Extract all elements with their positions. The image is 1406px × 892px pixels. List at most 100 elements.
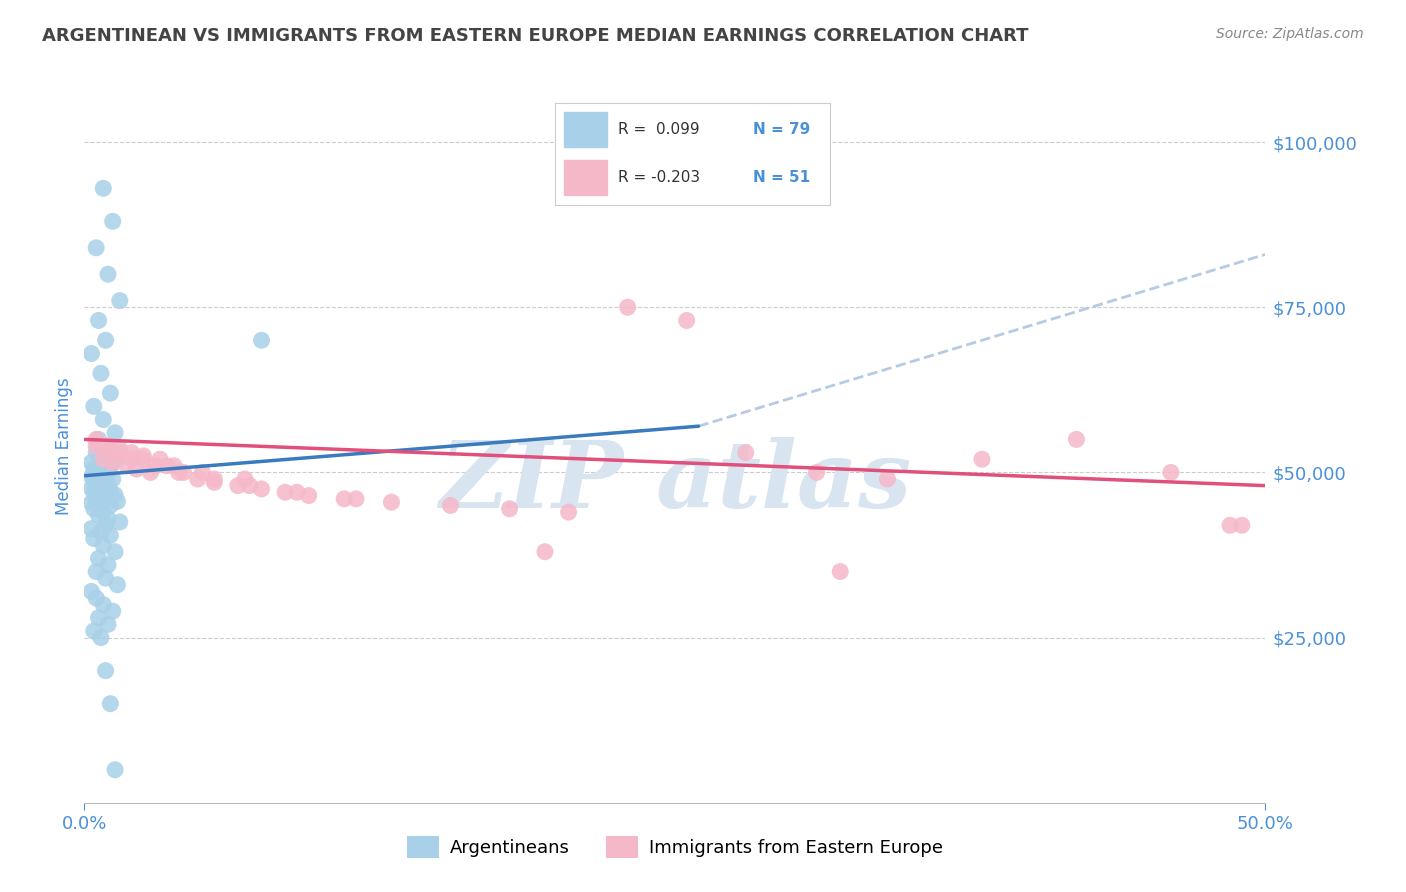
Point xyxy=(80,496,103,510)
Point xyxy=(675,313,697,327)
Point xyxy=(250,482,273,496)
Point xyxy=(87,433,110,447)
Point xyxy=(91,439,114,453)
Point xyxy=(97,477,120,491)
Point xyxy=(80,456,103,470)
Text: Source: ZipAtlas.com: Source: ZipAtlas.com xyxy=(1216,27,1364,41)
Point xyxy=(226,478,249,492)
Point xyxy=(121,452,143,467)
Point xyxy=(121,445,143,459)
Point xyxy=(87,489,110,503)
Point xyxy=(83,461,105,475)
Point xyxy=(107,578,129,592)
Point xyxy=(344,491,367,506)
Point xyxy=(104,425,127,440)
Point xyxy=(90,524,112,539)
Point xyxy=(557,505,579,519)
Text: N = 51: N = 51 xyxy=(752,170,810,185)
Point xyxy=(84,439,107,453)
Point xyxy=(90,497,112,511)
Point xyxy=(97,558,120,572)
Point xyxy=(87,611,110,625)
Point xyxy=(98,460,121,475)
Bar xyxy=(564,112,607,146)
Point xyxy=(233,472,256,486)
Point xyxy=(115,458,138,473)
Point xyxy=(80,346,103,360)
Point xyxy=(806,466,828,480)
Point xyxy=(84,478,107,492)
Point xyxy=(87,313,110,327)
Text: ZIP atlas: ZIP atlas xyxy=(439,437,911,526)
Bar xyxy=(564,160,607,194)
Point xyxy=(167,466,190,480)
Point xyxy=(90,471,112,485)
Text: R = -0.203: R = -0.203 xyxy=(619,170,700,185)
Point xyxy=(101,604,124,618)
Point xyxy=(80,584,103,599)
Point xyxy=(87,508,110,523)
Point xyxy=(1066,433,1088,447)
Point xyxy=(91,475,114,489)
Point xyxy=(616,300,638,314)
Point xyxy=(830,565,852,579)
Point xyxy=(83,400,105,414)
Point xyxy=(97,491,120,505)
Point xyxy=(101,456,124,470)
Point xyxy=(333,491,356,506)
Point xyxy=(439,499,461,513)
Point xyxy=(94,664,117,678)
Point xyxy=(1230,518,1253,533)
Point xyxy=(87,551,110,566)
Legend: Argentineans, Immigrants from Eastern Europe: Argentineans, Immigrants from Eastern Eu… xyxy=(399,829,950,865)
Point xyxy=(97,466,120,480)
Point xyxy=(143,458,166,473)
Point xyxy=(191,466,214,480)
Point xyxy=(91,463,114,477)
Point xyxy=(91,486,114,500)
Point xyxy=(156,458,179,473)
Point xyxy=(98,483,121,498)
Point xyxy=(734,445,756,459)
Point xyxy=(132,452,155,467)
Point xyxy=(98,386,121,401)
Point xyxy=(380,495,402,509)
Point xyxy=(91,412,114,426)
Point xyxy=(125,462,148,476)
Point xyxy=(87,475,110,490)
Point xyxy=(94,571,117,585)
Point xyxy=(90,483,112,497)
Point xyxy=(84,591,107,605)
Point xyxy=(101,472,124,486)
Point xyxy=(80,481,103,495)
Point xyxy=(98,697,121,711)
Point xyxy=(97,617,120,632)
Point xyxy=(94,449,117,463)
Point xyxy=(91,505,114,519)
Point xyxy=(80,469,103,483)
Point xyxy=(970,452,993,467)
Point xyxy=(107,452,129,467)
Point xyxy=(83,624,105,638)
Point xyxy=(83,501,105,516)
Point xyxy=(149,452,172,467)
Point xyxy=(498,501,520,516)
Point xyxy=(108,515,131,529)
Point xyxy=(876,472,898,486)
Point xyxy=(108,442,131,457)
Point xyxy=(187,472,209,486)
Point xyxy=(101,445,124,459)
Text: R =  0.099: R = 0.099 xyxy=(619,121,700,136)
Point xyxy=(84,491,107,506)
Point xyxy=(534,545,557,559)
Point xyxy=(104,488,127,502)
Text: N = 79: N = 79 xyxy=(752,121,810,136)
Point xyxy=(90,631,112,645)
Point xyxy=(97,511,120,525)
Point xyxy=(97,439,120,453)
Point xyxy=(83,532,105,546)
Point xyxy=(98,528,121,542)
Point xyxy=(274,485,297,500)
Point xyxy=(108,293,131,308)
Point xyxy=(84,467,107,481)
